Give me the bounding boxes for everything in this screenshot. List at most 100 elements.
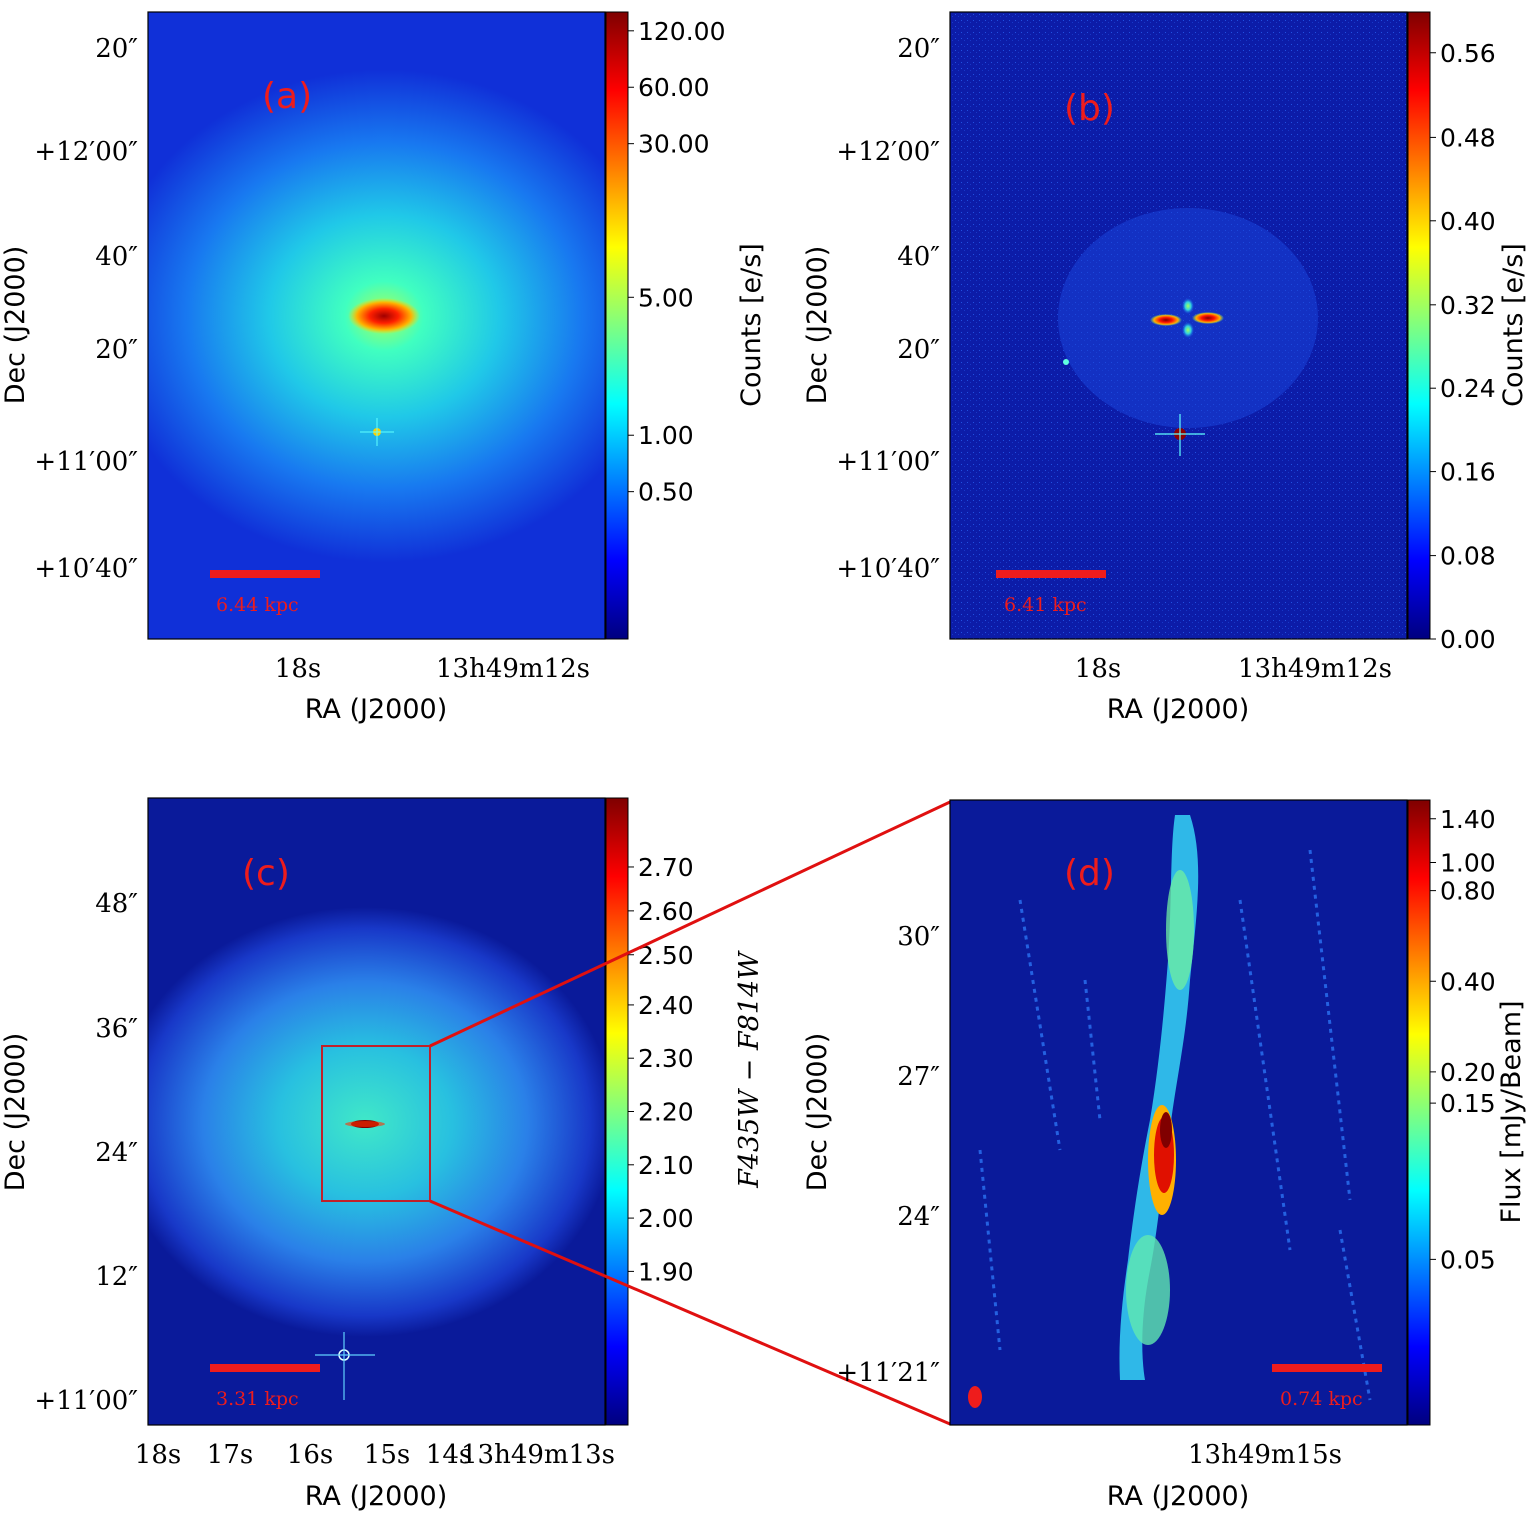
colorbar-tick-label: 0.50 [638,478,694,507]
dec-tick: 48″ [95,889,138,919]
panel-b-colorbar-ticks: 0.56 0.48 0.40 0.32 0.24 0.16 0.08 0.00 [1430,39,1496,654]
panel-a-ylabel: Dec (J2000) [0,246,31,405]
panel-c-scalebar [210,1364,320,1372]
panel-a-ra-ticks: 18s 13h49m12s [275,654,590,684]
colorbar-tick-label: 2.00 [638,1204,694,1233]
dec-tick: +10′40″ [34,554,138,584]
colorbar-tick-label: 5.00 [638,283,694,312]
ra-tick: 13h49m15s [1188,1440,1342,1470]
panel-a-scalebar-label: 6.44 kpc [216,594,299,616]
dec-tick: 24″ [897,1202,940,1232]
ra-tick: 14s [426,1440,472,1470]
panel-c-colorbar-ticks: 2.702.602.502.402.302.202.102.001.90 [628,853,694,1286]
colorbar-tick-label: 0.56 [1440,39,1496,68]
dec-tick: +11′00″ [836,447,940,477]
colorbar-tick-label: 2.60 [638,897,694,926]
ra-tick: 13h49m12s [436,654,590,684]
colorbar-tick-label: 1.00 [638,421,694,450]
panel-d-frame [949,799,1408,1426]
dec-tick: +11′00″ [34,447,138,477]
panel-b-image [950,12,1407,639]
panel-c-colorbar [605,797,629,1426]
panel-c-zoom-box [321,1045,431,1202]
colorbar-tick-label: 1.90 [638,1257,694,1286]
dec-tick: 12″ [95,1262,138,1292]
panel-b-label: (b) [1064,88,1115,129]
colorbar-tick-label: 0.80 [1440,877,1496,906]
panel-d-xlabel: RA (J2000) [1107,1481,1249,1512]
panel-a-colorbar-ticks: 120.00 60.00 30.00 5.00 1.00 0.50 [628,17,725,507]
dec-tick: +11′00″ [34,1386,138,1416]
ra-tick: 16s [287,1440,333,1470]
dec-tick: 20″ [897,335,940,365]
dec-tick: 24″ [95,1138,138,1168]
panel-a-image [148,12,605,639]
colorbar-tick-label: 0.40 [1440,207,1496,236]
panel-b-scalebar [996,570,1106,578]
dec-tick: 20″ [95,34,138,64]
panel-c-frame [147,797,606,1426]
panel-b-colorbar-label: Counts [e/s] [1498,243,1529,407]
zoom-connector-top [429,800,951,1048]
colorbar-tick-label: 2.30 [638,1044,694,1073]
dec-tick: +12′00″ [34,137,138,167]
colorbar-tick-label: 2.70 [638,853,694,882]
colorbar-tick-label: 0.16 [1440,458,1496,487]
dec-tick: 20″ [897,34,940,64]
colorbar-tick-label: 0.40 [1440,967,1496,996]
dec-tick: 36″ [95,1014,138,1044]
panel-b-frame [949,11,1408,640]
panel-c-ylabel: Dec (J2000) [0,1033,31,1192]
dec-tick: 30″ [897,922,940,952]
panel-d-scalebar-label: 0.74 kpc [1280,1388,1363,1410]
colorbar-tick-label: 0.08 [1440,542,1496,571]
panel-a-colorbar [605,11,629,640]
panel-d-colorbar-ticks: 1.40 1.000.80 0.40 0.200.15 0.05 [1430,805,1496,1274]
panel-d-ylabel: Dec (J2000) [802,1033,833,1192]
ra-tick: 13h49m12s [1238,654,1392,684]
panel-b-dec-ticks: 20″ +12′00″ 40″ 20″ +11′00″ +10′40″ [836,34,940,584]
panel-b-ra-ticks: 18s 13h49m12s [1075,654,1392,684]
colorbar-tick-label: 2.40 [638,991,694,1020]
colorbar-tick-label: 0.05 [1440,1245,1496,1274]
colorbar-tick-label: 0.00 [1440,625,1496,654]
ra-tick: 17s [207,1440,253,1470]
panel-c-colorbar-label: F435W − F814W [734,950,765,1189]
colorbar-tick-label: 0.48 [1440,123,1496,152]
colorbar-tick-label: 0.24 [1440,374,1496,403]
panel-d: (d) 0.74 kpc 1.40 1.000.80 0.40 0.200.15 0.0… [802,799,1527,1512]
panel-a-scalebar [210,570,320,578]
dec-tick: +11′21″ [836,1358,940,1388]
ra-tick: 18s [135,1440,181,1470]
zoom-connector-bottom [429,1199,951,1426]
panel-d-image [950,800,1407,1425]
colorbar-tick-label: 60.00 [638,73,710,102]
dec-tick: +10′40″ [836,554,940,584]
panel-a-frame [147,11,606,640]
ra-tick: 18s [275,654,321,684]
panel-a-dec-ticks: 20″ +12′00″ 40″ 20″ +11′00″ +10′40″ [34,34,138,584]
panel-a: (a) 6.44 kpc 120.00 60.00 30.00 5.00 1.00 0.5… [0,11,767,725]
panel-a-xlabel: RA (J2000) [305,694,447,725]
panel-a-label: (a) [262,76,312,117]
dec-tick: +12′00″ [836,137,940,167]
colorbar-tick-label: 0.15 [1440,1089,1496,1118]
panel-d-label: (d) [1064,853,1115,894]
panel-b-ylabel: Dec (J2000) [802,246,833,405]
panel-a-colorbar-label: Counts [e/s] [736,243,767,407]
panel-c-image [148,798,605,1425]
colorbar-tick-label: 1.00 [1440,849,1496,878]
colorbar-tick-label: 0.32 [1440,291,1496,320]
panel-d-ra-ticks: 13h49m15s [1188,1440,1342,1470]
panel-c-label: (c) [242,853,290,894]
panel-b-xlabel: RA (J2000) [1107,694,1249,725]
panel-b-colorbar [1407,11,1431,640]
dec-tick: 40″ [95,242,138,272]
panel-d-colorbar [1407,799,1431,1426]
dec-tick: 40″ [897,242,940,272]
panel-c-ra-ticks: 18s 17s 16s 15s 14s 13h49m13s [135,1440,615,1470]
panel-c-scalebar-label: 3.31 kpc [216,1388,299,1410]
ra-tick: 18s [1075,654,1121,684]
panel-c-dec-ticks: 48″ 36″ 24″ 12″ +11′00″ [34,889,138,1416]
panel-d-colorbar-label: Flux [mJy/Beam] [1496,1000,1527,1223]
